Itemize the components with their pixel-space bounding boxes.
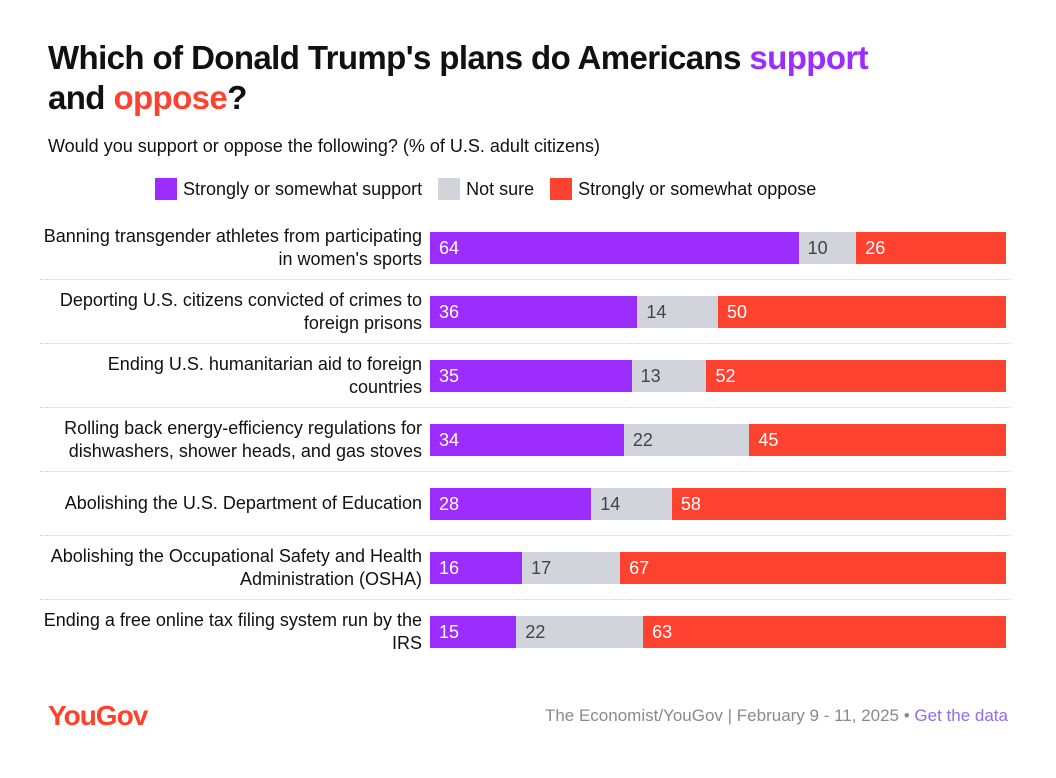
category-label: Abolishing the Occupational Safety and H… [50,545,422,589]
row: Abolishing the Occupational Safety and H… [40,536,1010,600]
bar-group: 34 22 45 [430,423,1006,456]
category-label: Deporting U.S. citizens convicted of cri… [59,289,422,333]
bar-segment: 16 [430,551,523,584]
bar-group: 64 10 26 [430,231,1006,264]
category-label: Ending a free online tax filing system r… [43,609,422,653]
bar-segment: 14 [591,487,672,520]
bar-segment: 17 [522,551,621,584]
legend-item: Not sure [438,178,534,200]
source: The Economist/YouGov | February 9 - 11, … [544,706,910,725]
legend-label: Strongly or somewhat oppose [578,178,817,199]
bar-group: 15 22 63 [430,615,1006,648]
bar-segment: 63 [643,615,1006,648]
bar-group: 16 17 67 [430,551,1006,584]
bar-segment: 50 [717,295,1006,328]
bar-group: 36 14 50 [430,295,1006,328]
bar-segment: 36 [430,295,638,328]
title-highlight: support [749,39,869,76]
row: Rolling back energy-efficiency regulatio… [40,408,1010,472]
legend-swatch [438,178,461,200]
bar-segment: 58 [671,487,1006,520]
bar-segment: 67 [620,551,1006,584]
bar-segment: 64 [430,231,799,264]
subtitle: Would you support or oppose the followin… [48,136,600,156]
title-part: Which of Donald Trump's plans do America… [48,39,750,76]
bar-segment: 28 [430,487,592,520]
bar-segment: 14 [637,295,718,328]
title-part: ? [227,79,247,116]
bar-segment: 26 [856,231,1006,264]
legend-label: Strongly or somewhat support [183,178,423,199]
category-label: Ending U.S. humanitarian aid to foreign … [107,353,422,397]
bar-segment: 15 [430,615,517,648]
bar-segment: 45 [749,423,1006,456]
title-highlight: oppose [113,79,228,116]
legend-swatch [155,178,177,200]
bar-segment: 35 [430,359,632,392]
category-label: Rolling back energy-efficiency regulatio… [64,417,422,461]
legend-swatch [550,178,573,200]
legend: Strongly or somewhat support Not sure Stro… [155,178,816,200]
row: Deporting U.S. citizens convicted of cri… [40,280,1010,344]
plot: Banning transgender athletes from partic… [40,216,1010,663]
row: Banning transgender athletes from partic… [40,216,1010,280]
chart-title: Which of Donald Trump's plans do America… [48,38,1028,118]
bar-segment: 22 [516,615,644,648]
legend-item: Strongly or somewhat support [155,178,422,200]
bar-segment: 34 [430,423,624,456]
bar-segment: 10 [798,231,857,264]
legend-label: Not sure [466,178,535,199]
row: Ending U.S. humanitarian aid to foreign … [40,344,1010,408]
data-link[interactable]: Get the data [914,706,1008,725]
bar-segment: 13 [631,359,707,392]
logo: YouGov [48,700,148,731]
bar-group: 28 14 58 [430,487,1006,520]
row: Ending a free online tax filing system r… [40,600,1010,663]
bar-segment: 52 [706,359,1006,392]
title-part: and [48,79,114,116]
row: Abolishing the U.S. Department of Educat… [40,472,1010,536]
bar-group: 35 13 52 [430,359,1006,392]
category-label: Banning transgender athletes from partic… [43,225,422,269]
category-label: Abolishing the U.S. Department of Educat… [64,493,422,513]
bar-segment: 22 [623,423,750,456]
footer: The Economist/YouGov | February 9 - 11, … [545,706,1008,726]
legend-item: Strongly or somewhat oppose [550,178,816,200]
